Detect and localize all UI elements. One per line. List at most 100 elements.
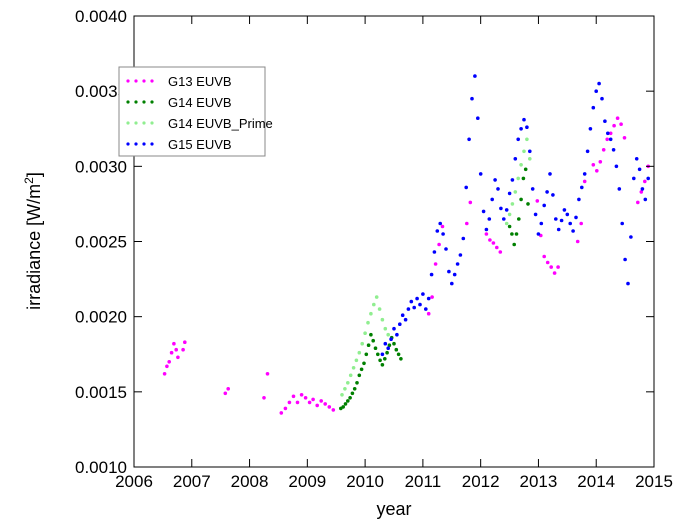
data-point xyxy=(360,341,365,346)
series-1 xyxy=(162,116,650,415)
data-point xyxy=(380,352,385,357)
data-point xyxy=(617,187,622,191)
legend-marker xyxy=(134,100,138,104)
data-point xyxy=(556,227,561,232)
data-point xyxy=(516,176,520,181)
data-point xyxy=(359,367,364,372)
x-tick-label: 2014 xyxy=(577,472,615,491)
y-axis-title-close: ] xyxy=(24,172,44,177)
data-point xyxy=(181,347,185,352)
y-tick-label: 0.0020 xyxy=(75,308,127,327)
legend-marker xyxy=(150,121,154,125)
data-point xyxy=(303,396,308,400)
data-point xyxy=(634,157,639,161)
data-point xyxy=(526,202,530,206)
data-point xyxy=(167,360,171,364)
data-point xyxy=(386,332,391,337)
data-point xyxy=(594,89,598,93)
data-point xyxy=(513,190,518,194)
data-point xyxy=(465,221,469,226)
data-point xyxy=(351,366,356,370)
data-point xyxy=(172,341,176,346)
data-point xyxy=(291,394,296,399)
data-point xyxy=(440,224,445,229)
legend-marker xyxy=(134,79,138,83)
x-tick-label: 2007 xyxy=(173,472,211,491)
legend-item: G15 EUVB xyxy=(126,137,232,152)
data-point xyxy=(373,346,378,351)
data-point xyxy=(643,197,648,202)
data-point xyxy=(514,232,519,236)
x-tick-label: 2015 xyxy=(635,472,673,491)
legend-marker xyxy=(134,121,138,125)
legend-item: G14 EUVB xyxy=(126,95,232,110)
data-point xyxy=(539,221,544,226)
x-ticks: 2006 2007 2008 2009 2010 2011 2012 2013 2014 2015 xyxy=(115,16,673,491)
data-point xyxy=(315,403,320,408)
data-point xyxy=(162,372,167,376)
data-point xyxy=(507,191,512,196)
series-2 xyxy=(339,167,530,411)
data-point xyxy=(579,221,583,226)
data-point xyxy=(522,117,526,122)
data-point xyxy=(418,302,422,307)
data-point xyxy=(490,197,495,202)
data-point xyxy=(488,238,492,242)
data-point xyxy=(549,265,553,269)
data-point xyxy=(597,81,601,86)
data-point xyxy=(495,245,499,250)
data-point xyxy=(265,372,270,376)
x-tick-label: 2013 xyxy=(520,472,558,491)
data-point xyxy=(311,397,315,402)
data-point xyxy=(493,178,497,182)
data-point xyxy=(396,352,401,357)
data-point xyxy=(556,265,560,269)
x-tick-label: 2008 xyxy=(231,472,269,491)
data-point xyxy=(458,253,463,257)
data-point xyxy=(438,221,443,226)
data-point xyxy=(350,391,355,396)
data-point xyxy=(432,250,437,254)
data-point xyxy=(399,357,403,361)
data-point xyxy=(620,221,624,226)
data-point xyxy=(383,341,388,346)
data-point xyxy=(406,307,411,311)
data-point xyxy=(380,363,385,367)
y-ticks: 0.0010 0.0015 0.0020 0.0025 0.0030 0.0035 0.00… xyxy=(75,7,654,477)
data-point xyxy=(507,212,512,217)
data-point xyxy=(383,357,387,361)
data-point xyxy=(530,187,535,191)
data-point xyxy=(363,331,367,336)
y-axis-title: irradiance [W/m2] xyxy=(22,172,44,310)
data-point xyxy=(585,149,590,154)
data-point xyxy=(409,299,414,304)
legend-item: G13 EUVB xyxy=(126,74,232,89)
legend-marker xyxy=(134,142,138,146)
data-point xyxy=(525,137,529,142)
data-point xyxy=(340,393,344,397)
data-point xyxy=(357,350,362,355)
data-point xyxy=(403,317,408,322)
legend-marker xyxy=(126,142,130,146)
y-tick-label: 0.0025 xyxy=(75,233,127,252)
data-point xyxy=(387,343,392,348)
legend-marker xyxy=(142,121,146,125)
data-point xyxy=(545,260,550,265)
data-point xyxy=(487,217,492,221)
data-point xyxy=(473,74,477,78)
data-point xyxy=(355,381,359,385)
data-point xyxy=(582,179,587,184)
data-point xyxy=(394,347,399,352)
data-point xyxy=(389,337,393,342)
data-point xyxy=(374,295,379,299)
legend-marker xyxy=(142,142,146,146)
data-point xyxy=(528,157,532,161)
data-point xyxy=(377,307,382,311)
data-point xyxy=(426,311,431,316)
data-point xyxy=(476,116,480,120)
y-tick-label: 0.0030 xyxy=(75,157,127,176)
data-point xyxy=(568,221,572,226)
data-point xyxy=(223,391,228,396)
data-point xyxy=(619,122,623,126)
